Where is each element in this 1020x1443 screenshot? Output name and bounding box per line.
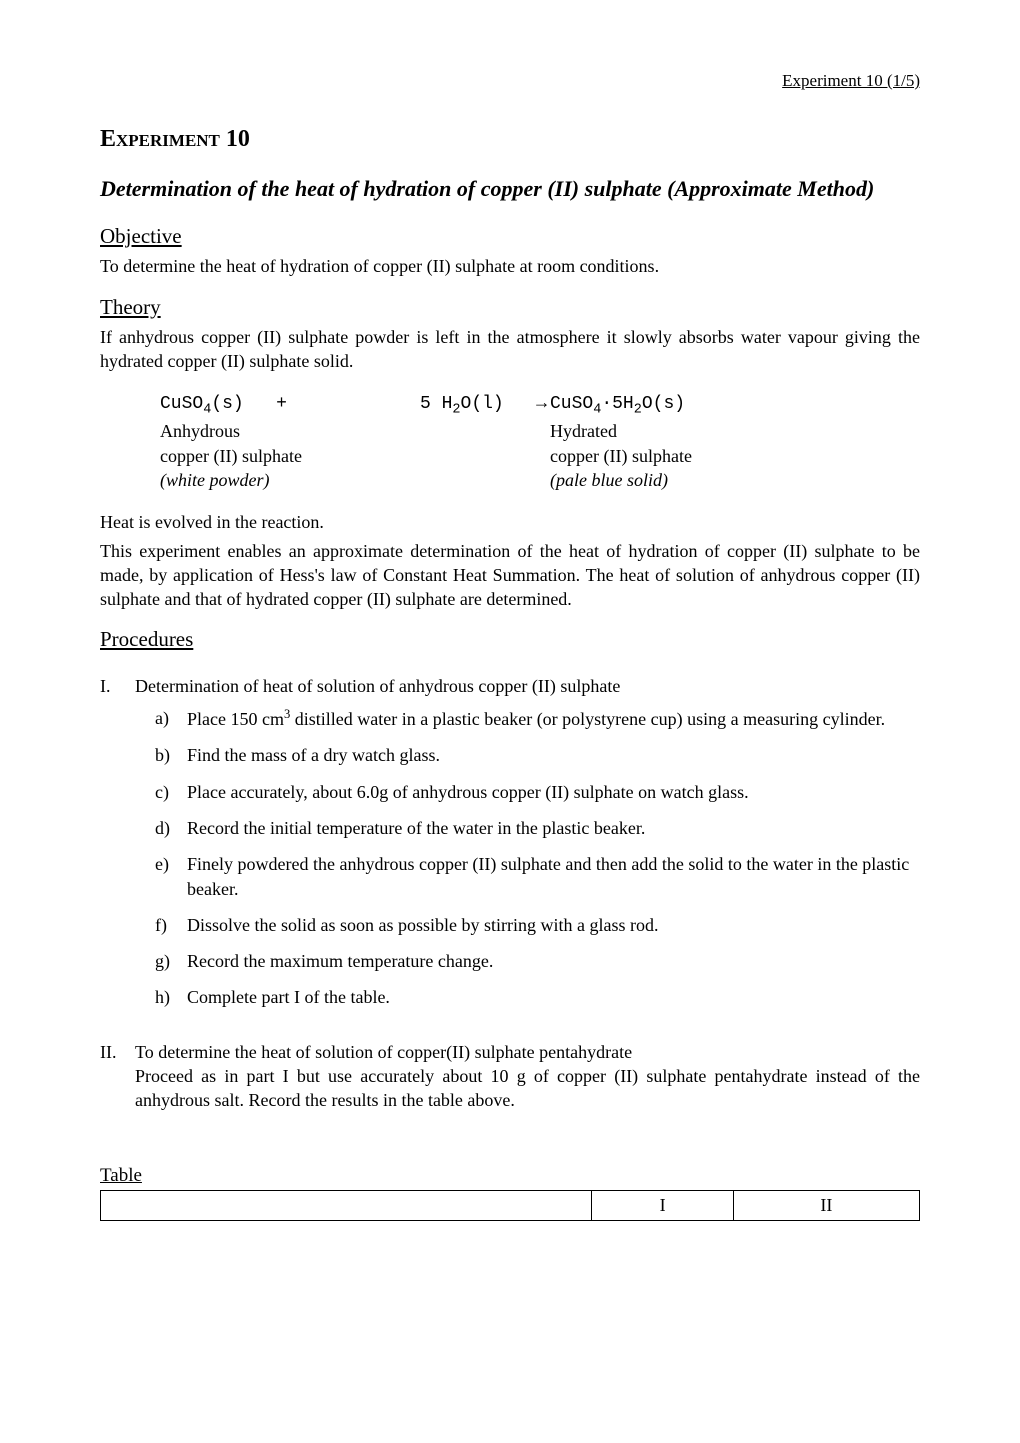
step-h: h) Complete part I of the table. xyxy=(155,985,920,1009)
title-caps: Experiment xyxy=(100,126,220,152)
eq-reactant: CuSO4(s) + xyxy=(160,392,420,420)
step-d: d) Record the initial temperature of the… xyxy=(155,816,920,840)
theory-heading: Theory xyxy=(100,293,920,321)
procedures-list: I. Determination of heat of solution of … xyxy=(100,674,920,1113)
step-a: a) Place 150 cm3 distilled water in a pl… xyxy=(155,706,920,731)
procedure-I: I. Determination of heat of solution of … xyxy=(100,674,920,1022)
results-table: I II xyxy=(100,1190,920,1220)
proc-II-body: Proceed as in part I but use accurately … xyxy=(135,1064,920,1113)
table-heading: Table xyxy=(100,1163,920,1189)
table-col-I: I xyxy=(592,1191,733,1220)
procedures-heading: Procedures xyxy=(100,625,920,653)
objective-heading: Objective xyxy=(100,222,920,250)
chemical-equation: CuSO4(s) + 5 H2O(l) → CuSO4·5H2O(s) Anhy… xyxy=(160,392,920,493)
page-reference: Experiment 10 (1/5) xyxy=(100,70,920,93)
proc-I-title: Determination of heat of solution of anh… xyxy=(135,674,920,698)
eq-right-label1: Hydrated xyxy=(550,419,617,443)
eq-right-label3: (pale blue solid) xyxy=(550,468,668,492)
step-e: e) Finely powdered the anhydrous copper … xyxy=(155,852,920,901)
theory-intro: If anhydrous copper (II) sulphate powder… xyxy=(100,325,920,374)
theory-explanation: This experiment enables an approximate d… xyxy=(100,539,920,612)
step-b: b) Find the mass of a dry watch glass. xyxy=(155,743,920,767)
experiment-subtitle: Determination of the heat of hydration o… xyxy=(100,175,920,204)
theory-heat-line: Heat is evolved in the reaction. xyxy=(100,510,920,534)
objective-text: To determine the heat of hydration of co… xyxy=(100,254,920,278)
procedure-II: II. To determine the heat of solution of… xyxy=(100,1040,920,1113)
step-g: g) Record the maximum temperature change… xyxy=(155,949,920,973)
experiment-title: Experiment 10 xyxy=(100,123,920,155)
step-c: c) Place accurately, about 6.0g of anhyd… xyxy=(155,780,920,804)
eq-left-label1: Anhydrous xyxy=(160,419,420,443)
proc-num-II: II. xyxy=(100,1040,135,1113)
eq-left-label3: (white powder) xyxy=(160,468,420,492)
title-num: 10 xyxy=(220,126,250,152)
table-col-blank xyxy=(101,1191,592,1220)
proc-num-I: I. xyxy=(100,674,135,1022)
table-header-row: I II xyxy=(101,1191,920,1220)
step-f: f) Dissolve the solid as soon as possibl… xyxy=(155,913,920,937)
eq-water: 5 H2O(l) → xyxy=(420,392,550,420)
eq-left-label2: copper (II) sulphate xyxy=(160,444,420,468)
proc-II-title: To determine the heat of solution of cop… xyxy=(135,1040,920,1064)
eq-product: CuSO4·5H2O(s) xyxy=(550,392,685,420)
eq-right-label2: copper (II) sulphate xyxy=(550,444,692,468)
table-col-II: II xyxy=(733,1191,919,1220)
